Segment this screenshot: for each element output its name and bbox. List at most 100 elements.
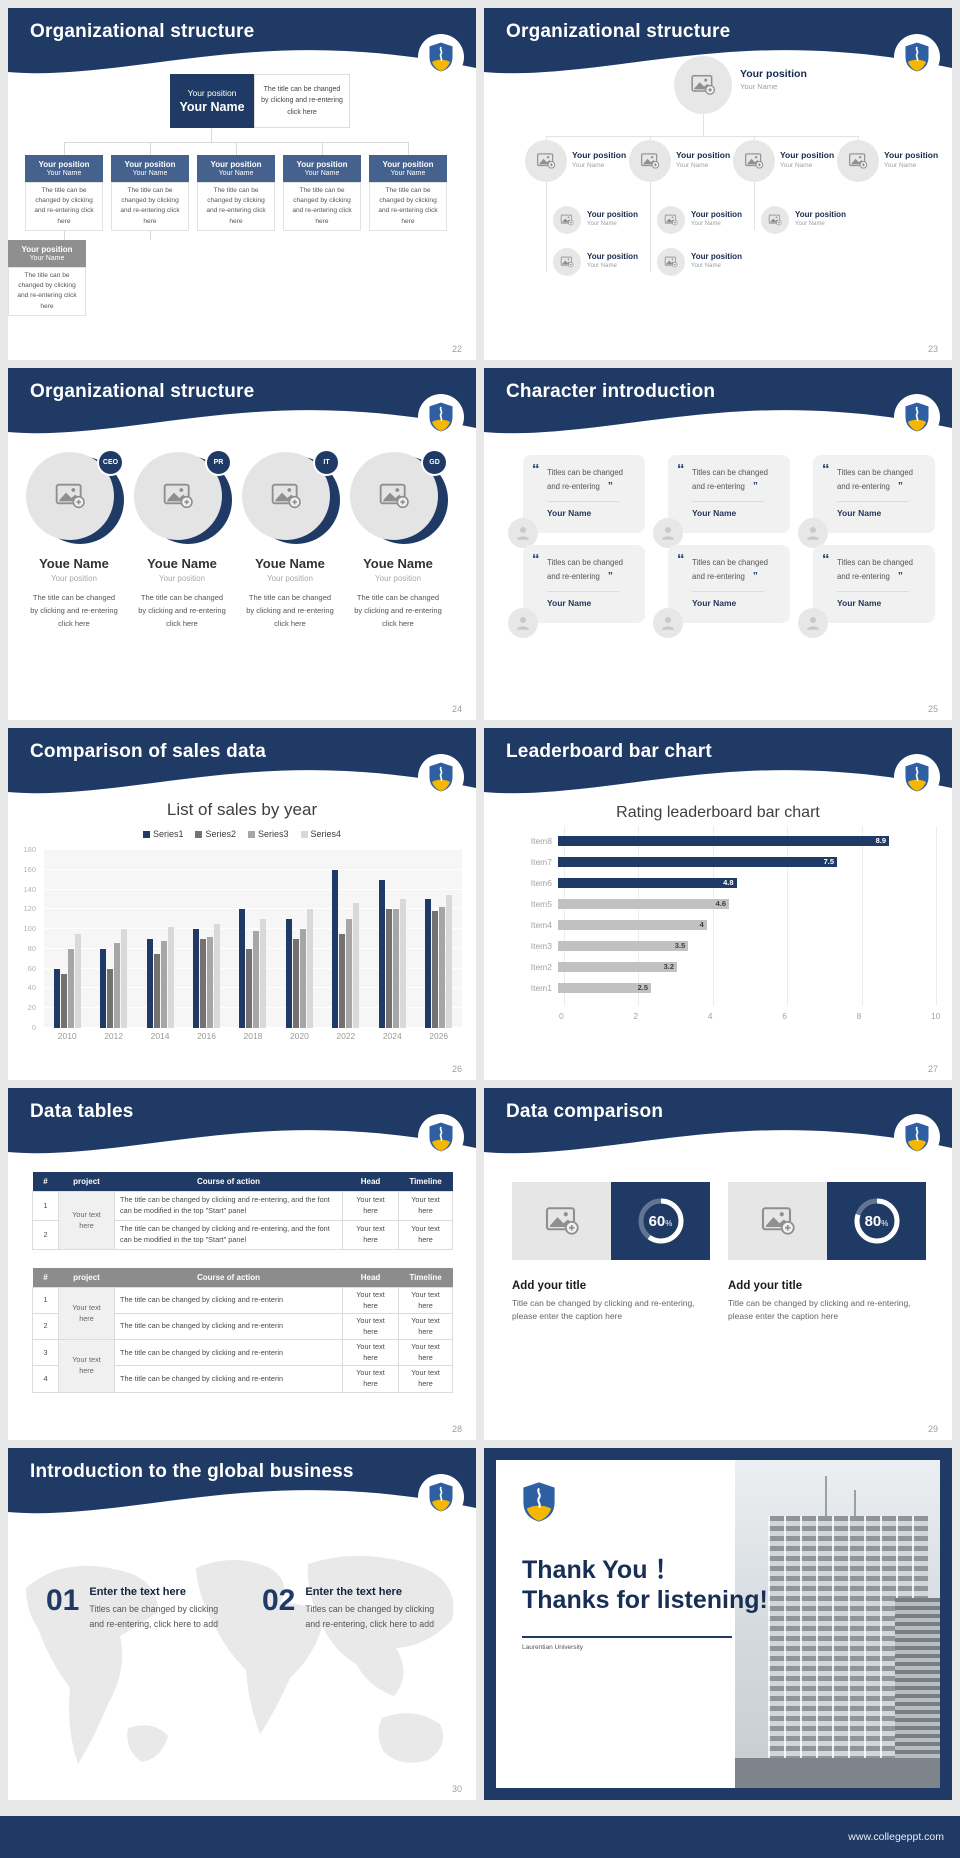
- slide-leaderboard[interactable]: Leaderboard bar chart Rating leaderboard…: [484, 728, 952, 1080]
- page-number: 25: [927, 704, 938, 714]
- character-card: “ Titles can be changed and re-entering” Y…: [798, 545, 935, 638]
- slide-sales-comparison[interactable]: Comparison of sales data List of sales b…: [8, 728, 476, 1080]
- slide-thank-you[interactable]: Thank You ！ Thanks for listening! Lauren…: [484, 1448, 952, 1800]
- slide-header: Organizational structure: [484, 8, 952, 84]
- header-wave: [8, 1448, 476, 1514]
- page-number: 29: [927, 1424, 938, 1434]
- header-wave: [8, 728, 476, 794]
- slide-title: Comparison of sales data: [30, 741, 267, 762]
- site-url[interactable]: www.collegeppt.com: [848, 1831, 944, 1843]
- person-avatar-icon: [508, 608, 538, 638]
- member-position: Your position: [159, 574, 205, 583]
- org-caption: The title can be changed by clicking and…: [25, 182, 103, 231]
- org-level3-label: Your position Your Name: [691, 210, 742, 227]
- page-number: 28: [451, 1424, 462, 1434]
- role-badge: CEO: [97, 449, 124, 476]
- slide-data-tables[interactable]: Data tables # project Course of action H…: [8, 1088, 476, 1440]
- slide-header: Leaderboard bar chart: [484, 728, 952, 804]
- card-person-name: Your Name: [692, 508, 737, 518]
- university-shield-icon: [520, 1480, 558, 1529]
- divider: [547, 591, 619, 592]
- slide-title: Leaderboard bar chart: [506, 741, 712, 762]
- header-wave: [8, 368, 476, 434]
- table-row: 1 Your text here The title can be change…: [32, 1286, 453, 1341]
- card-person-name: Your Name: [692, 598, 737, 608]
- person-avatar-icon: [508, 518, 538, 548]
- member-name: Youe Name: [255, 556, 325, 571]
- connector-line: [322, 142, 323, 155]
- character-card: “ Titles can be changed and re-entering” Y…: [798, 455, 935, 548]
- slide-org-structure-boxes[interactable]: Organizational structure Your position Y…: [8, 8, 476, 360]
- org-position-box: Your position Your Name The title can be…: [111, 155, 189, 231]
- org-caption: The title can be changed by clicking and…: [111, 182, 189, 231]
- page-number: 24: [451, 704, 462, 714]
- percent-sign: %: [881, 1219, 889, 1228]
- table-row: 3 Your text here The title can be change…: [32, 1339, 453, 1393]
- role-member: PR Youe Name Your position The title can…: [130, 449, 234, 630]
- sales-plot: [44, 849, 462, 1028]
- close-quote-icon: ”: [752, 481, 758, 493]
- close-quote-icon: ”: [607, 481, 613, 493]
- card-heading: Add your title: [728, 1280, 803, 1292]
- connector-line: [211, 128, 212, 142]
- member-caption: The title can be changed by clicking and…: [354, 593, 442, 628]
- member-position: Your position: [375, 574, 421, 583]
- percent-sign: %: [665, 1219, 673, 1228]
- open-quote-icon: “: [822, 461, 830, 478]
- page-number: 27: [927, 1064, 938, 1074]
- connector-line: [546, 136, 547, 272]
- member-name: Youe Name: [39, 556, 109, 571]
- header-wave: [484, 368, 952, 434]
- card-quote-text: Titles can be changed and re-entering”: [692, 558, 768, 583]
- character-card: “ Titles can be changed and re-entering” Y…: [508, 545, 645, 638]
- item-body: Titles can be changed by clicking and re…: [305, 1604, 435, 1629]
- org-root-note: The title can be changed by clicking and…: [254, 74, 350, 128]
- org-level2-label: Your position Your Name: [780, 150, 835, 169]
- divider: [837, 591, 909, 592]
- page-number: 23: [927, 344, 938, 354]
- card-quote-text: Titles can be changed and re-entering”: [547, 558, 623, 583]
- org-level4-label: Your position Your Name: [587, 252, 638, 269]
- card-quote-text: Titles can be changed and re-entering”: [837, 468, 913, 493]
- open-quote-icon: “: [677, 551, 685, 568]
- connector-line: [64, 142, 65, 155]
- slide-header: Organizational structure: [8, 368, 476, 444]
- org-caption: The title can be changed by clicking and…: [197, 182, 275, 231]
- photo-placeholder-icon: [525, 140, 567, 182]
- slide-data-comparison[interactable]: Data comparison 60 %: [484, 1088, 952, 1440]
- university-shield-icon: [418, 34, 464, 80]
- header-wave: [484, 1088, 952, 1154]
- person-avatar-icon: [798, 518, 828, 548]
- card-person-name: Your Name: [837, 598, 882, 608]
- person-avatar-icon: [798, 608, 828, 638]
- comparison-card: 60 %: [512, 1182, 710, 1260]
- slide-org-structure-photos[interactable]: Organizational structure Your position Y…: [484, 8, 952, 360]
- connector-line: [64, 222, 65, 240]
- item-number: 02: [262, 1584, 296, 1617]
- card-quote-text: Titles can be changed and re-entering”: [837, 558, 913, 583]
- image-placeholder-icon: [512, 1182, 611, 1260]
- university-shield-icon: [894, 1114, 940, 1160]
- site-footer: www.collegeppt.com: [0, 1816, 960, 1858]
- slide-global-business[interactable]: Introduction to the global business 01 E…: [8, 1448, 476, 1800]
- photo-placeholder-icon: [553, 206, 581, 234]
- page-number: 26: [451, 1064, 462, 1074]
- university-shield-icon: [894, 754, 940, 800]
- character-card: “ Titles can be changed and re-entering” Y…: [508, 455, 645, 548]
- photo-placeholder-icon: [657, 248, 685, 276]
- org-caption: The title can be changed by clicking and…: [8, 267, 86, 316]
- divider: [692, 591, 764, 592]
- org-root-label: Your position Your Name: [740, 68, 807, 91]
- connector-line: [150, 222, 151, 240]
- role-member: GD Youe Name Your position The title can…: [346, 449, 450, 630]
- role-badge: PR: [205, 449, 232, 476]
- world-map-graphic: [26, 1555, 454, 1764]
- person-avatar-icon: [653, 608, 683, 638]
- slide-title: Character introduction: [506, 381, 716, 402]
- divider: [522, 1636, 732, 1638]
- slide-org-structure-roles[interactable]: Organizational structure CEO Youe Name Y…: [8, 368, 476, 720]
- slide-character-introduction[interactable]: Character introduction “ Titles can be ch…: [484, 368, 952, 720]
- item-heading: Enter the text here: [305, 1586, 402, 1598]
- member-caption: The title can be changed by clicking and…: [246, 593, 334, 628]
- slide-title: Organizational structure: [506, 21, 731, 42]
